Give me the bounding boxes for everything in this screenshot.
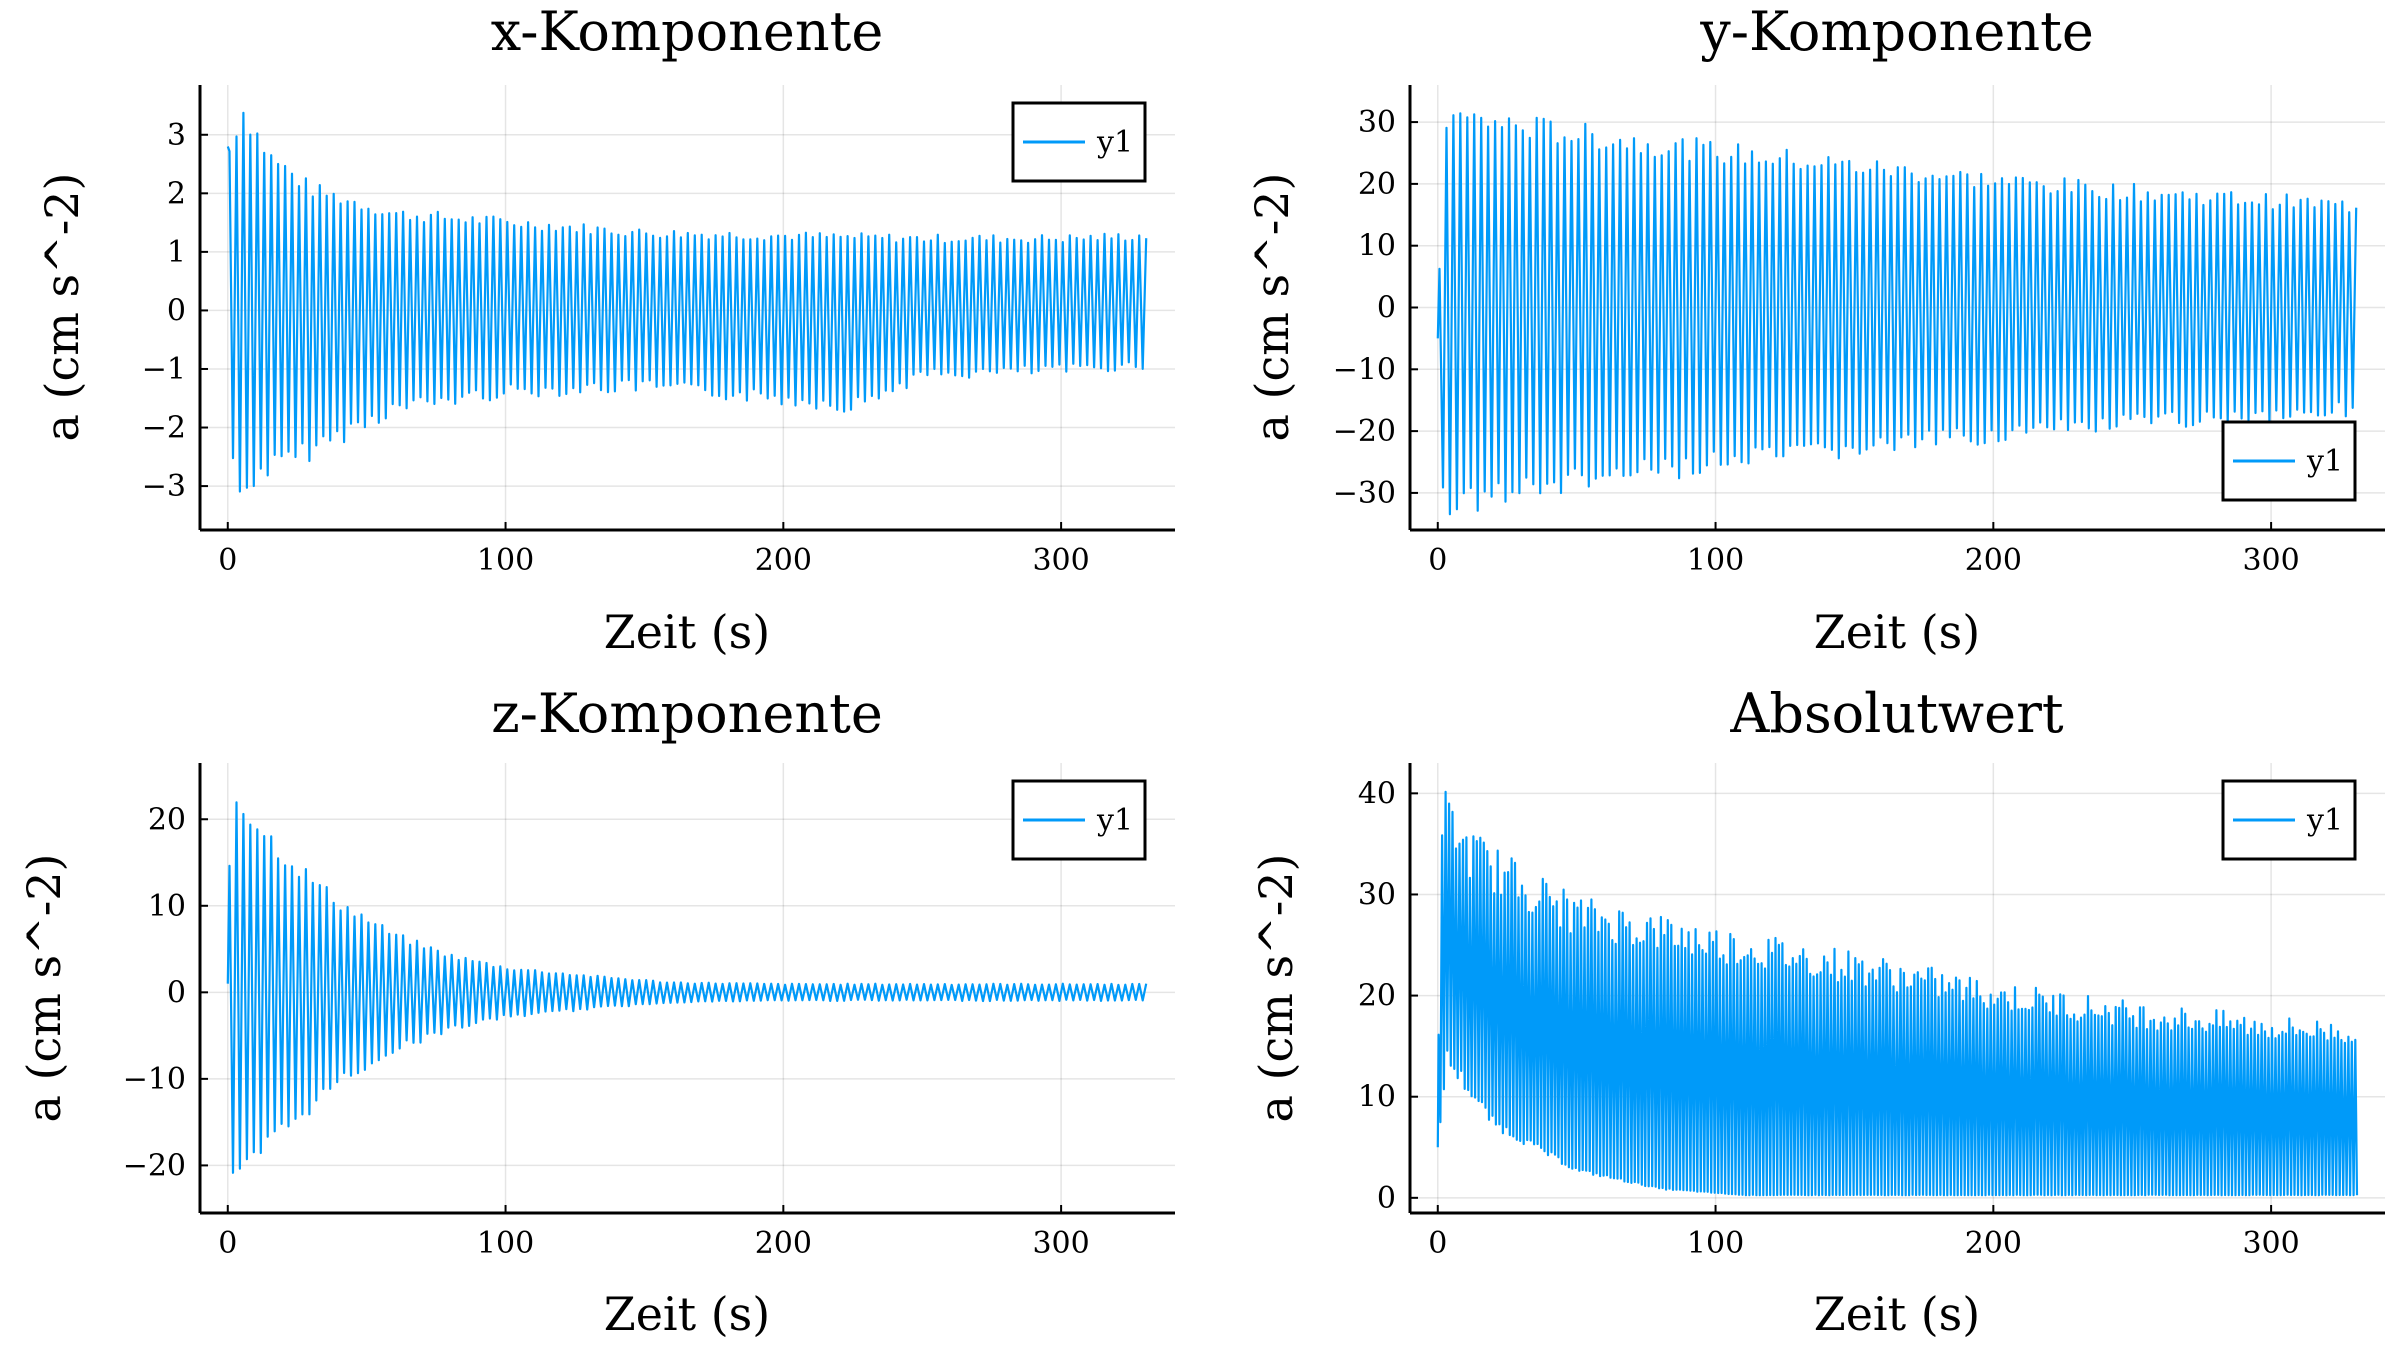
y-axis-label: a (cm s^-2): [1245, 173, 1299, 442]
chart-title: Absolutwert: [1729, 682, 2064, 745]
x-tick-label: 100: [1687, 543, 1744, 578]
x-tick-label: 100: [1687, 1226, 1744, 1261]
legend-label: y1: [1096, 803, 1133, 838]
y-tick-label: −10: [1333, 352, 1396, 387]
y-tick-label: 1: [167, 235, 186, 270]
y-tick-label: −1: [142, 352, 186, 387]
y-tick-label: 20: [148, 802, 186, 837]
legend: y1: [2221, 420, 2357, 502]
x-axis-label: Zeit (s): [1814, 1287, 1981, 1341]
y-axis-label: a (cm s^-2): [1249, 854, 1303, 1123]
y-tick-label: 10: [1358, 229, 1396, 264]
x-tick-label: 300: [2242, 543, 2299, 578]
chart-title: y-Komponente: [1699, 0, 2094, 63]
y-tick-label: −20: [123, 1148, 186, 1183]
subplot-y-komponente: y-Komponente Zeit (s) a (cm s^-2) 0 100 20…: [1245, 0, 2385, 659]
x-axis-label: Zeit (s): [1814, 605, 1981, 659]
y-tick-label: 40: [1358, 776, 1396, 811]
y-tick-label: 0: [1377, 291, 1396, 326]
x-tick-label: 200: [1965, 1226, 2022, 1261]
x-tick-label: 200: [755, 543, 812, 578]
x-tick-label: 0: [218, 1226, 237, 1261]
series-line-y1: [1436, 790, 2359, 1197]
y-tick-label: 0: [167, 975, 186, 1010]
series-line-y1: [226, 111, 1148, 493]
y-tick-label: 10: [148, 889, 186, 924]
y-axis-label: a (cm s^-2): [17, 854, 71, 1123]
legend-label: y1: [2306, 803, 2343, 838]
subplot-z-komponente: z-Komponente Zeit (s) a (cm s^-2) 0 100 20…: [17, 682, 1175, 1341]
x-tick-label: 0: [1428, 543, 1447, 578]
x-tick-label: 100: [477, 1226, 534, 1261]
subplot-x-komponente: x-Komponente Zeit (s) a (cm s^-2) 0 100 20…: [35, 0, 1175, 659]
y-tick-label: 30: [1358, 105, 1396, 140]
x-tick-label: 0: [218, 543, 237, 578]
y-tick-label: 0: [167, 293, 186, 328]
y-tick-label: −2: [142, 411, 186, 446]
series-line-y1: [226, 801, 1148, 1174]
y-tick-label: 2: [167, 176, 186, 211]
y-tick-label: 3: [167, 118, 186, 153]
legend-label: y1: [2306, 444, 2343, 479]
plot-area: 0 100 200 300 −3 −2 −1 0 1 2 3 y1: [142, 85, 1175, 578]
subplot-absolutwert: Absolutwert Zeit (s) a (cm s^-2) 0 100 200…: [1249, 682, 2385, 1341]
y-tick-label: 20: [1358, 979, 1396, 1014]
plot-area: 0 100 200 300 −30 −20 −10 0 10 20 30 y1: [1333, 85, 2385, 578]
x-axis-label: Zeit (s): [604, 605, 771, 659]
y-tick-label: −30: [1333, 476, 1396, 511]
legend: y1: [2221, 779, 2357, 861]
x-tick-label: 0: [1428, 1226, 1447, 1261]
plot-area: 0 100 200 300 −20 −10 0 10 20 y1: [123, 763, 1175, 1261]
y-tick-label: 20: [1358, 167, 1396, 202]
legend: y1: [1011, 779, 1147, 861]
x-axis-label: Zeit (s): [604, 1287, 771, 1341]
chart-title: x-Komponente: [491, 0, 884, 63]
y-tick-label: −10: [123, 1062, 186, 1097]
y-tick-label: 10: [1358, 1080, 1396, 1115]
x-tick-label: 200: [1965, 543, 2022, 578]
y-tick-label: −20: [1333, 414, 1396, 449]
y-axis-label: a (cm s^-2): [35, 173, 89, 442]
series-line-y1: [1436, 112, 2358, 516]
plot-area: 0 100 200 300 0 10 20 30 40 y1: [1358, 763, 2385, 1261]
x-tick-label: 300: [1032, 1226, 1089, 1261]
y-tick-label: −3: [142, 469, 186, 504]
y-tick-label: 0: [1377, 1181, 1396, 1216]
x-tick-label: 300: [2242, 1226, 2299, 1261]
x-tick-label: 200: [755, 1226, 812, 1261]
chart-title: z-Komponente: [491, 682, 883, 745]
legend-label: y1: [1096, 125, 1133, 160]
y-tick-label: 30: [1358, 877, 1396, 912]
x-tick-label: 300: [1032, 543, 1089, 578]
legend: y1: [1011, 101, 1147, 183]
x-tick-label: 100: [477, 543, 534, 578]
